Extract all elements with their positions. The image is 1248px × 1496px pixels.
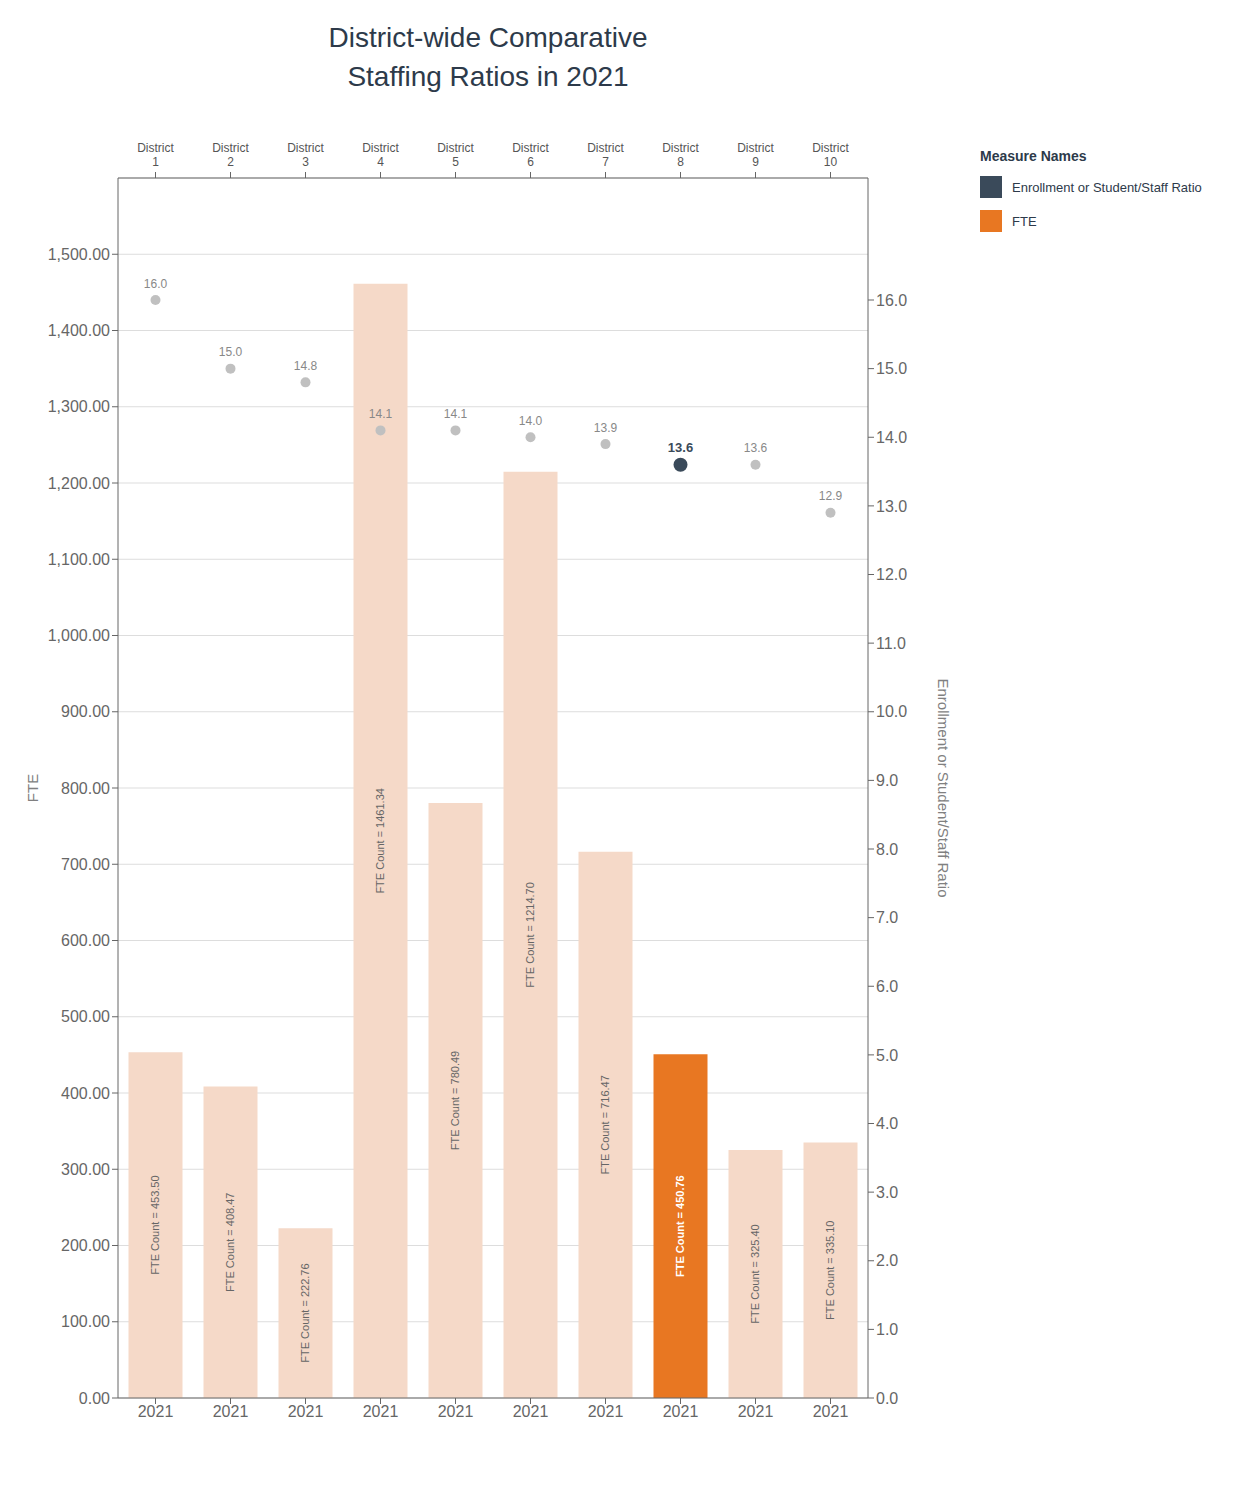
svg-text:FTE Count = 325.40: FTE Count = 325.40 bbox=[750, 1224, 762, 1323]
svg-text:600.00: 600.00 bbox=[61, 932, 110, 949]
html-text:Staffing Ratios in 2021: Staffing Ratios in 2021 bbox=[347, 61, 629, 93]
svg-text:0.0: 0.0 bbox=[876, 1390, 898, 1407]
svg-text:10.0: 10.0 bbox=[876, 703, 907, 720]
html-text:District-wide Comparative: District-wide Comparative bbox=[328, 22, 648, 53]
svg-text:District3: District3 bbox=[287, 141, 324, 169]
svg-text:8.0: 8.0 bbox=[876, 841, 898, 858]
svg-text:FTE Count = 1214.70: FTE Count = 1214.70 bbox=[525, 882, 537, 987]
svg-text:13.9: 13.9 bbox=[594, 421, 618, 435]
svg-text:7.0: 7.0 bbox=[876, 909, 898, 926]
svg-text:District7: District7 bbox=[587, 141, 624, 169]
svg-text:12.0: 12.0 bbox=[876, 566, 907, 583]
html-text:FTE: FTE bbox=[1012, 213, 1037, 229]
svg-text:District8: District8 bbox=[662, 141, 699, 169]
svg-text:200.00: 200.00 bbox=[61, 1237, 110, 1254]
svg-text:1,400.00: 1,400.00 bbox=[48, 322, 110, 339]
svg-text:500.00: 500.00 bbox=[61, 1008, 110, 1025]
svg-text:FTE Count = 453.50: FTE Count = 453.50 bbox=[150, 1175, 162, 1274]
svg-text:3.0: 3.0 bbox=[876, 1184, 898, 1201]
svg-text:FTE Count = 1461.34: FTE Count = 1461.34 bbox=[375, 788, 387, 893]
svg-text:100.00: 100.00 bbox=[61, 1313, 110, 1330]
svg-text:FTE Count = 222.76: FTE Count = 222.76 bbox=[300, 1263, 312, 1362]
svg-text:1,300.00: 1,300.00 bbox=[48, 398, 110, 415]
svg-text:300.00: 300.00 bbox=[61, 1161, 110, 1178]
svg-text:11.0: 11.0 bbox=[876, 635, 906, 652]
svg-text:16.0: 16.0 bbox=[144, 277, 168, 291]
svg-text:400.00: 400.00 bbox=[61, 1085, 110, 1102]
svg-text:1,100.00: 1,100.00 bbox=[48, 551, 110, 568]
svg-text:700.00: 700.00 bbox=[61, 856, 110, 873]
svg-text:800.00: 800.00 bbox=[61, 780, 110, 797]
svg-text:13.6: 13.6 bbox=[668, 440, 693, 455]
svg-text:2021: 2021 bbox=[288, 1403, 324, 1420]
svg-text:6.0: 6.0 bbox=[876, 978, 898, 995]
svg-text:FTE Count = 716.47: FTE Count = 716.47 bbox=[600, 1075, 612, 1174]
html-text:Measure Names: Measure Names bbox=[980, 148, 1087, 164]
svg-text:14.8: 14.8 bbox=[294, 359, 318, 373]
svg-text:Enrollment or Student/Staff Ra: Enrollment or Student/Staff Ratio bbox=[935, 678, 952, 897]
svg-text:1,200.00: 1,200.00 bbox=[48, 475, 110, 492]
svg-text:1,500.00: 1,500.00 bbox=[48, 246, 110, 263]
svg-text:2021: 2021 bbox=[363, 1403, 399, 1420]
svg-text:0.00: 0.00 bbox=[79, 1390, 110, 1407]
svg-text:14.1: 14.1 bbox=[369, 407, 393, 421]
svg-text:FTE: FTE bbox=[24, 774, 41, 802]
svg-text:9.0: 9.0 bbox=[876, 772, 898, 789]
svg-text:14.1: 14.1 bbox=[444, 407, 468, 421]
svg-text:District9: District9 bbox=[737, 141, 774, 169]
svg-text:15.0: 15.0 bbox=[219, 345, 243, 359]
svg-text:4.0: 4.0 bbox=[876, 1115, 898, 1132]
svg-text:14.0: 14.0 bbox=[876, 429, 907, 446]
svg-text:1.0: 1.0 bbox=[876, 1321, 898, 1338]
svg-text:2021: 2021 bbox=[438, 1403, 474, 1420]
svg-text:District4: District4 bbox=[362, 141, 399, 169]
html-text:Enrollment or Student/Staff Ra: Enrollment or Student/Staff Ratio bbox=[1012, 179, 1202, 195]
svg-text:District10: District10 bbox=[812, 141, 849, 169]
svg-text:FTE Count = 408.47: FTE Count = 408.47 bbox=[225, 1193, 237, 1292]
svg-text:2021: 2021 bbox=[138, 1403, 174, 1420]
svg-text:FTE Count = 780.49: FTE Count = 780.49 bbox=[450, 1051, 462, 1150]
svg-text:2021: 2021 bbox=[588, 1403, 624, 1420]
svg-text:2021: 2021 bbox=[213, 1403, 249, 1420]
svg-text:12.9: 12.9 bbox=[819, 489, 843, 503]
svg-text:900.00: 900.00 bbox=[61, 703, 110, 720]
svg-text:16.0: 16.0 bbox=[876, 292, 907, 309]
svg-text:2.0: 2.0 bbox=[876, 1252, 898, 1269]
svg-text:15.0: 15.0 bbox=[876, 360, 907, 377]
svg-text:2021: 2021 bbox=[738, 1403, 774, 1420]
svg-text:13.6: 13.6 bbox=[744, 441, 768, 455]
svg-text:FTE Count = 335.10: FTE Count = 335.10 bbox=[825, 1221, 837, 1320]
svg-text:District1: District1 bbox=[137, 141, 174, 169]
svg-text:District5: District5 bbox=[437, 141, 474, 169]
svg-text:District2: District2 bbox=[212, 141, 249, 169]
svg-text:1,000.00: 1,000.00 bbox=[48, 627, 110, 644]
svg-text:13.0: 13.0 bbox=[876, 498, 907, 515]
svg-text:5.0: 5.0 bbox=[876, 1047, 898, 1064]
svg-text:2021: 2021 bbox=[513, 1403, 549, 1420]
svg-text:FTE Count = 450.76: FTE Count = 450.76 bbox=[675, 1175, 687, 1277]
svg-text:2021: 2021 bbox=[813, 1403, 849, 1420]
svg-text:District6: District6 bbox=[512, 141, 549, 169]
svg-text:2021: 2021 bbox=[663, 1403, 699, 1420]
svg-text:14.0: 14.0 bbox=[519, 414, 543, 428]
